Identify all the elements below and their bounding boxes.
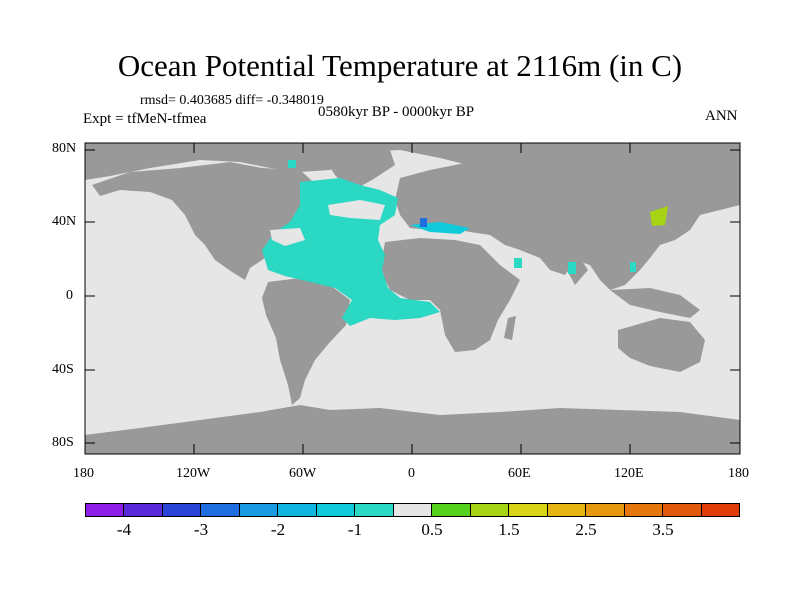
anomaly-indian-ocean: [568, 262, 576, 274]
land-antarctica: [85, 405, 740, 454]
land-australia: [618, 318, 705, 372]
land-madagascar: [504, 316, 516, 340]
lat-label-80n: 80N: [52, 141, 77, 156]
lon-label-180w: 180: [73, 466, 94, 481]
land-eurasia: [395, 160, 740, 290]
colorbar-segment: [663, 504, 702, 516]
colorbar-label: -2: [270, 520, 286, 539]
lon-label-60w: 60W: [289, 466, 317, 481]
colorbar: [85, 503, 740, 517]
colorbar-segment: [355, 504, 394, 516]
colorbar-segment: [509, 504, 548, 516]
colorbar-segment: [701, 504, 739, 516]
lat-label-40n: 40N: [52, 214, 77, 229]
colorbar-label: -1: [347, 520, 363, 539]
period-label: 0580kyr BP - 0000kyr BP: [318, 104, 475, 120]
lon-label-180e: 180: [728, 466, 749, 481]
anomaly-atlantic-neutral-patch: [328, 200, 385, 220]
anomaly-japan: [650, 206, 668, 226]
colorbar-segment: [547, 504, 587, 516]
lon-label-120w: 120W: [176, 466, 211, 481]
colorbar-segment: [162, 504, 202, 516]
colorbar-segment: [278, 504, 317, 516]
anomaly-atlantic-neutral-patch: [270, 228, 305, 246]
land-se-asia-islands: [610, 288, 700, 318]
colorbar-segment: [201, 504, 240, 516]
anomaly-arctic: [288, 160, 296, 168]
colorbar-label: 3.5: [652, 520, 674, 539]
chart-title: Ocean Potential Temperature at 2116m (in…: [117, 48, 683, 83]
colorbar-segment: [239, 504, 279, 516]
axis-ticks: [84, 143, 741, 454]
colorbar-segment: [586, 504, 625, 516]
colorbar-label: -4: [116, 520, 132, 539]
colorbar-segment: [316, 504, 356, 516]
land-south-america: [262, 278, 350, 405]
colorbar-label: -3: [193, 520, 209, 539]
colorbar-segment: [470, 504, 510, 516]
season-label: ANN: [705, 108, 738, 124]
colorbar-segment: [124, 504, 163, 516]
anomaly-mediterranean-core: [420, 218, 427, 227]
lon-label-60e: 60E: [508, 466, 531, 481]
lon-label-120e: 120E: [614, 466, 644, 481]
anomaly-indian-ocean: [514, 258, 522, 268]
anomaly-bay-of-bengal: [630, 262, 636, 272]
colorbar-label: 0.5: [421, 520, 443, 539]
experiment-label: Expt = tfMeN-tfmea: [83, 111, 207, 127]
lat-label-40s: 40S: [52, 362, 74, 377]
lat-label-0: 0: [66, 288, 73, 303]
lon-label-0: 0: [408, 466, 415, 481]
land-greenland: [320, 150, 395, 192]
lat-label-80s: 80S: [52, 435, 74, 450]
statistics-text: rmsd= 0.403685 diff= -0.348019: [140, 93, 324, 108]
anomaly-atlantic: [262, 178, 440, 326]
colorbar-segment: [624, 504, 664, 516]
colorbar-segment: [432, 504, 471, 516]
colorbar-segment: [393, 504, 433, 516]
colorbar-segment: [86, 504, 125, 516]
colorbar-label: 2.5: [575, 520, 597, 539]
colorbar-label: 1.5: [498, 520, 520, 539]
land-arctic: [85, 143, 740, 185]
land-africa: [380, 238, 520, 352]
